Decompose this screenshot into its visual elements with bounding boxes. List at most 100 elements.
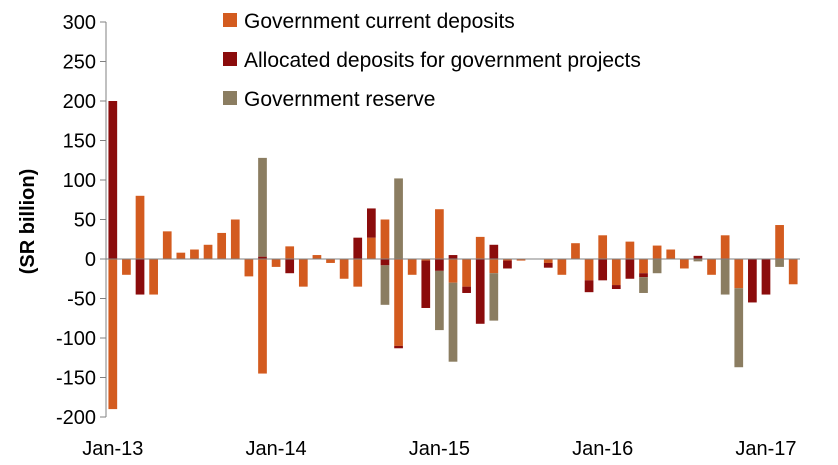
bar-series-1 bbox=[258, 256, 267, 259]
bar-series-0 bbox=[611, 259, 621, 286]
bar-series-1 bbox=[380, 259, 390, 266]
bar-series-0 bbox=[217, 232, 227, 259]
bar-series-0 bbox=[516, 259, 526, 261]
bar-series-0 bbox=[625, 241, 635, 259]
bar-series-0 bbox=[339, 259, 349, 279]
bar-series-0 bbox=[285, 246, 295, 259]
x-tick-label: Jan-16 bbox=[572, 438, 633, 460]
bar-series-2 bbox=[258, 157, 267, 257]
bar-series-0 bbox=[149, 259, 158, 295]
bar-series-1 bbox=[761, 259, 771, 295]
bars bbox=[108, 101, 798, 410]
bar-series-2 bbox=[380, 265, 390, 305]
y-axis-title: (SR billion) bbox=[17, 169, 39, 275]
bar-series-0 bbox=[489, 259, 499, 274]
bar-series-0 bbox=[462, 259, 471, 287]
bar-series-0 bbox=[394, 259, 403, 346]
bar-series-0 bbox=[639, 259, 648, 274]
bar-series-1 bbox=[625, 259, 635, 279]
bar-series-2 bbox=[693, 259, 703, 262]
bar-series-0 bbox=[557, 259, 567, 275]
y-tick-label: -50 bbox=[67, 289, 96, 311]
y-tick-label: 0 bbox=[85, 249, 96, 271]
bar-series-1 bbox=[598, 259, 608, 281]
bar-series-0 bbox=[734, 259, 744, 289]
bar-series-1 bbox=[448, 255, 458, 259]
bar-series-0 bbox=[230, 219, 240, 259]
bar-series-0 bbox=[707, 259, 716, 275]
bar-series-1 bbox=[693, 255, 703, 259]
bar-series-2 bbox=[448, 282, 458, 362]
bar-series-0 bbox=[326, 259, 335, 263]
y-tick-label: 150 bbox=[63, 131, 96, 153]
bar-series-0 bbox=[108, 259, 118, 410]
bar-series-1 bbox=[135, 259, 145, 295]
bar-series-1 bbox=[462, 286, 471, 293]
x-tick-label: Jan-17 bbox=[735, 438, 796, 460]
bar-series-0 bbox=[720, 235, 730, 259]
bar-series-1 bbox=[503, 260, 512, 269]
bar-series-0 bbox=[312, 255, 322, 259]
bar-series-0 bbox=[679, 259, 689, 269]
bar-series-0 bbox=[788, 259, 798, 285]
bar-series-2 bbox=[435, 270, 444, 331]
y-axis-ticks: 300 250 200 150 100 50 0 -50 -100 -150 -200 bbox=[56, 12, 106, 429]
bar-series-0 bbox=[258, 259, 267, 374]
bar-series-0 bbox=[584, 259, 594, 281]
bar-series-0 bbox=[162, 231, 172, 259]
bar-series-0 bbox=[503, 259, 512, 261]
bar-series-1 bbox=[394, 345, 403, 349]
bar-series-0 bbox=[448, 259, 458, 283]
bar-series-0 bbox=[122, 259, 131, 275]
bar-series-1 bbox=[639, 273, 648, 278]
legend-label-1: Allocated deposits for government projec… bbox=[244, 49, 641, 72]
bar-series-0 bbox=[475, 236, 485, 259]
bar-series-1 bbox=[489, 244, 499, 259]
bar-series-0 bbox=[407, 259, 417, 275]
bar-series-2 bbox=[720, 259, 730, 295]
bar-series-0 bbox=[367, 237, 376, 259]
bar-series-0 bbox=[598, 235, 608, 259]
bar-series-2 bbox=[734, 288, 744, 368]
bar-series-1 bbox=[543, 262, 553, 268]
bar-series-0 bbox=[571, 243, 580, 259]
bar-series-2 bbox=[775, 259, 784, 267]
bar-series-1 bbox=[748, 259, 757, 303]
y-tick-label: 250 bbox=[63, 52, 96, 74]
bar-series-0 bbox=[135, 195, 145, 259]
y-tick-label: 100 bbox=[63, 170, 96, 192]
bar-series-1 bbox=[475, 259, 485, 324]
y-tick-label: -100 bbox=[56, 328, 96, 350]
bar-series-0 bbox=[176, 252, 186, 259]
y-tick-label: 50 bbox=[74, 210, 96, 232]
legend-label-2: Government reserve bbox=[244, 88, 435, 111]
legend-label-0: Government current deposits bbox=[244, 10, 515, 33]
x-tick-label: Jan-13 bbox=[82, 438, 143, 460]
bar-series-2 bbox=[652, 259, 662, 274]
bar-series-1 bbox=[584, 280, 594, 293]
bar-series-2 bbox=[639, 277, 648, 293]
legend: Government current deposits Allocated dep… bbox=[223, 10, 641, 111]
legend-swatch-0 bbox=[223, 13, 237, 27]
legend-swatch-2 bbox=[223, 91, 237, 105]
y-tick-label: -150 bbox=[56, 368, 96, 390]
bar-series-0 bbox=[244, 259, 254, 277]
bar-series-0 bbox=[298, 259, 308, 287]
bar-series-2 bbox=[489, 273, 499, 321]
x-tick-label: Jan-14 bbox=[246, 438, 307, 460]
bar-series-0 bbox=[435, 209, 444, 259]
bar-series-1 bbox=[367, 208, 376, 238]
bar-series-1 bbox=[353, 237, 363, 259]
bar-series-0 bbox=[380, 219, 390, 259]
y-tick-label: -200 bbox=[56, 407, 96, 429]
bar-series-1 bbox=[108, 101, 118, 259]
bar-series-1 bbox=[435, 259, 444, 271]
legend-swatch-1 bbox=[223, 52, 237, 66]
bar-series-0 bbox=[271, 259, 281, 267]
bar-series-1 bbox=[611, 285, 621, 290]
x-tick-label: Jan-15 bbox=[409, 438, 470, 460]
y-tick-label: 200 bbox=[63, 91, 96, 113]
bar-series-0 bbox=[203, 244, 213, 259]
bar-series-0 bbox=[190, 249, 199, 259]
